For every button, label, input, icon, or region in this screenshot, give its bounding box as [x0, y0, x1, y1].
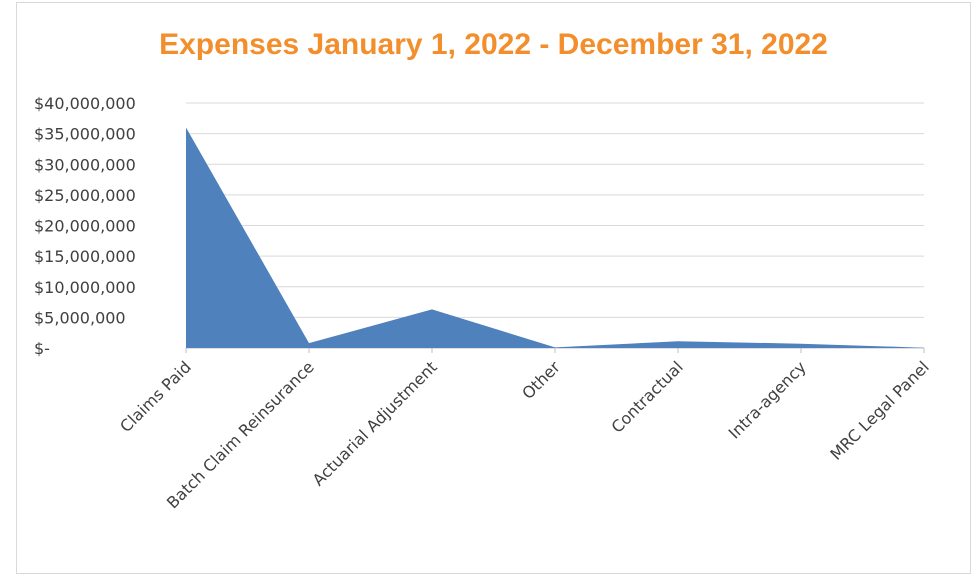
x-tick-label: Actuarial Adjustment — [309, 357, 441, 489]
y-tick-label: $25,000,000 — [34, 186, 136, 205]
y-tick-label: $15,000,000 — [34, 247, 136, 266]
y-tick-label: $35,000,000 — [34, 125, 136, 144]
x-tick-label: Other — [518, 357, 564, 403]
y-axis: $- $5,000,000 $10,000,000 $15,000,000 $20,00… — [34, 94, 136, 358]
area-series — [186, 127, 924, 348]
x-tick-label: Intra-agency — [725, 357, 810, 442]
area-fill — [186, 127, 924, 348]
chart-title: Expenses January 1, 2022 - December 31, … — [159, 28, 828, 61]
x-tick-label: Claims Paid — [116, 357, 195, 436]
y-tick-label: $30,000,000 — [34, 155, 136, 174]
y-tick-label: $- — [34, 339, 50, 358]
x-tick-label: MRC Legal Panel — [826, 357, 932, 463]
chart-frame — [16, 2, 971, 574]
y-tick-label: $5,000,000 — [34, 308, 126, 327]
y-tick-label: $40,000,000 — [34, 94, 136, 113]
x-tick-label: Contractual — [607, 357, 686, 436]
y-tick-label: $20,000,000 — [34, 217, 136, 236]
x-tick-label: Batch Claim Reinsurance — [163, 357, 318, 512]
gridlines — [186, 102, 924, 349]
y-tick-label: $10,000,000 — [34, 278, 136, 297]
